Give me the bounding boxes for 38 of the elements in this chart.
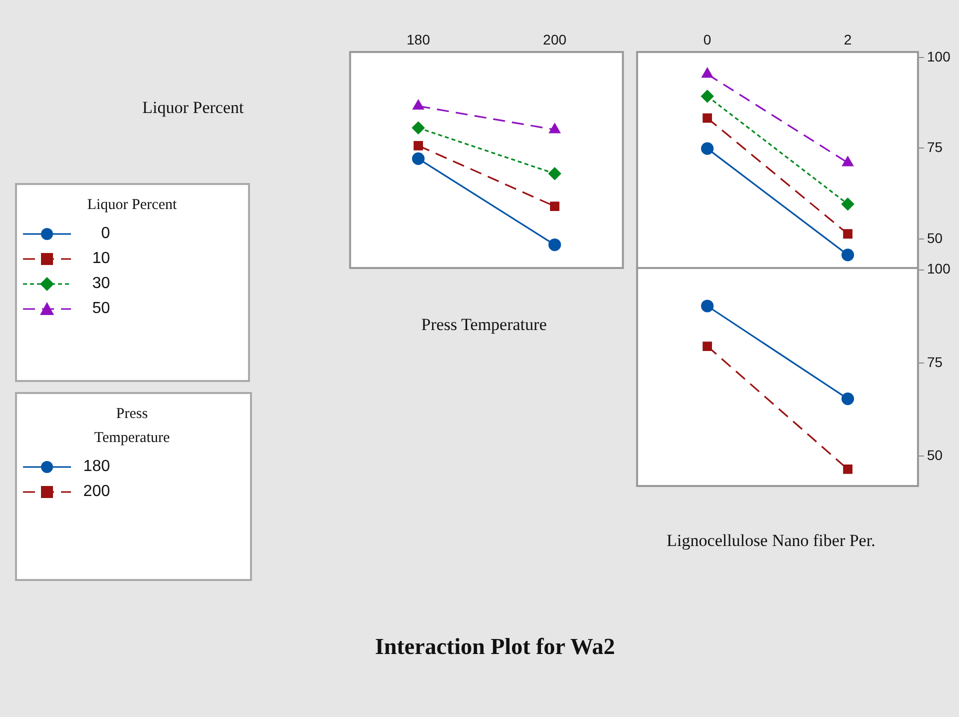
y-tick-label: 100 — [927, 48, 951, 64]
point — [701, 142, 714, 155]
legend-label: 0 — [100, 224, 110, 242]
legend-title: Press Temperature — [93, 405, 171, 448]
y-tick-label: 75 — [927, 139, 943, 156]
y-tick-label: 75 — [927, 354, 943, 370]
y-axis-title: Liquor Percent — [142, 98, 244, 118]
x-axis-title: Lignocellulose Nano fiber Per. — [666, 531, 876, 551]
y-tick-label: 50 — [927, 230, 943, 246]
point — [843, 229, 852, 239]
point — [843, 464, 852, 474]
point — [841, 392, 854, 406]
point — [548, 167, 561, 180]
x-tick-label: 200 — [543, 31, 567, 48]
text: Interaction Plot for Wa2 — [375, 634, 615, 660]
point — [550, 202, 560, 211]
legend-label: 50 — [91, 300, 110, 318]
point — [841, 198, 854, 210]
point — [412, 122, 425, 134]
y-tick-label: 100 — [927, 260, 951, 277]
y-tick-label: 50 — [927, 447, 943, 464]
point — [701, 90, 714, 103]
x-axis-title: Press Temperature — [421, 315, 547, 335]
legend-label: 200 — [82, 482, 110, 500]
point — [701, 300, 714, 312]
point — [548, 238, 561, 252]
point — [414, 140, 423, 150]
point — [841, 248, 854, 262]
legend-label: 10 — [91, 250, 110, 268]
x-tick-label: 0 — [703, 31, 712, 48]
point — [412, 152, 425, 166]
point — [702, 113, 712, 123]
point — [702, 342, 712, 351]
legend-title: Liquor Percent — [86, 196, 178, 215]
x-tick-label: 180 — [406, 31, 430, 48]
x-tick-label: 2 — [844, 31, 852, 48]
legend-label: 180 — [82, 458, 110, 476]
legend-label: 30 — [91, 274, 110, 292]
